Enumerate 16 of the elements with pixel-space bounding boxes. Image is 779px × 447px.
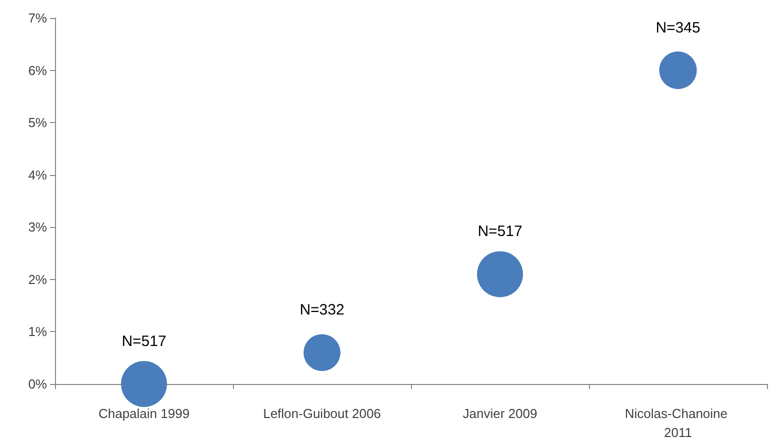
x-tick-label: Leflon-Guibout 2006 <box>263 406 381 421</box>
y-tick-label: 4% <box>28 167 48 182</box>
annotation: N=517 <box>122 333 166 350</box>
y-tick-label: 3% <box>28 220 48 235</box>
y-tick-label: 0% <box>28 376 48 392</box>
annotation: N=517 <box>478 223 522 240</box>
y-tick-label: 5% <box>28 115 48 130</box>
y-tick-label: 7% <box>28 10 48 26</box>
x-tick-label: Nicolas-Chanoine 2011 <box>624 406 732 440</box>
y-tick-label: 1% <box>28 324 48 340</box>
x-tick-label: Chapalain 1999 <box>98 406 190 421</box>
y-tick-label: 2% <box>28 272 48 287</box>
annotation: N=345 <box>656 19 700 36</box>
annotation: N=332 <box>300 302 344 319</box>
x-tick-label: Janvier 2009 <box>462 406 538 421</box>
y-tick-label: 6% <box>28 62 48 78</box>
